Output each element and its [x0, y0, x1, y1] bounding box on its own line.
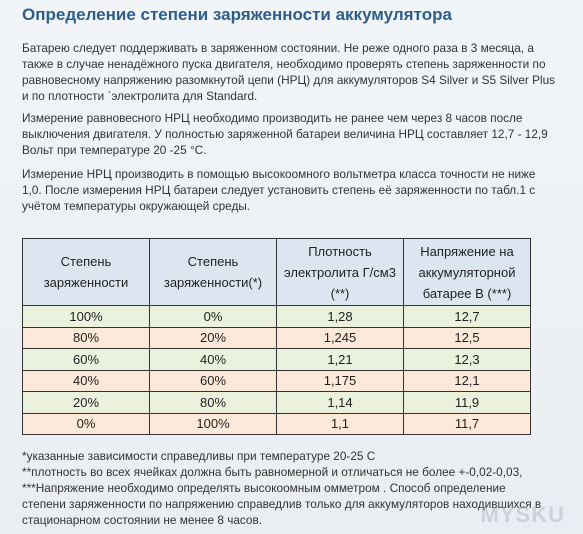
table-cell: 1,245 [276, 326, 404, 349]
table-cell: 60% [22, 348, 150, 371]
header-line: аккумуляторной [418, 264, 516, 280]
text-line: Батарею следует поддерживать в заряженно… [22, 41, 534, 55]
text-line: и по плотности `электролита для Standard… [22, 89, 258, 103]
table-row: 60% 40% 1,21 12,3 [22, 348, 531, 371]
footnote-line: **плотность во всех ячейках должна быть … [22, 465, 523, 479]
table-cell: 100% [149, 412, 277, 435]
text-line: учётом температуры окружающей среды. [22, 199, 251, 213]
watermark: MYSKU [480, 502, 565, 527]
table-cell: 11,9 [403, 391, 531, 414]
header-line: Напряжение на [420, 243, 514, 259]
table-cell: 0% [22, 412, 150, 435]
text-line: Измерение равновесного НРЦ необходимо пр… [22, 111, 523, 125]
table-row: 0% 100% 1,1 11,7 [22, 412, 531, 435]
header-row: Степень заряженности Степень заряженности(*… [22, 238, 531, 306]
footnote-line: *указанные зависимости справедливы при т… [22, 449, 376, 463]
table-row: 20% 80% 1,14 11,9 [22, 391, 531, 414]
table-cell: 80% [22, 326, 150, 349]
table-cell: 20% [22, 391, 150, 414]
text-line: Вольт при температуре 20 -25 °С. [22, 143, 207, 157]
header-line: (**) [330, 285, 350, 301]
header-cell: Степень заряженности(*) [149, 238, 277, 306]
text-line: выключения двигателя. У полностью заряже… [22, 127, 548, 141]
text-line: 1,0. После измерения НРЦ батареи следует… [22, 183, 536, 197]
table-cell: 12,5 [403, 326, 531, 349]
table-cell: 1,1 [276, 412, 404, 435]
table-cell: 60% [149, 369, 277, 392]
header-cell: Степень заряженности [22, 238, 150, 306]
table-row: 40% 60% 1,175 12,1 [22, 369, 531, 392]
table-cell: 12,1 [403, 369, 531, 392]
table-cell: 1,28 [276, 305, 404, 328]
table-cell: 40% [149, 348, 277, 371]
header-line: батарее В (***) [422, 285, 512, 301]
text-line: Измерение НРЦ производить в помощью высо… [22, 167, 536, 181]
table-cell: 12,3 [403, 348, 531, 371]
paragraph: Батарею следует поддерживать в заряженно… [22, 40, 555, 104]
header-cell: Плотность электролита Г/см3 (**) [276, 238, 404, 306]
table-cell: 11,7 [403, 412, 531, 435]
header-line: Степень [60, 254, 112, 269]
header-cell: Напряжение на аккумуляторной батарее В (**… [403, 238, 531, 306]
table-cell: 1,14 [276, 391, 404, 414]
table-cell: 1,21 [276, 348, 404, 371]
table-cell: 1,175 [276, 369, 404, 392]
header-line: Степень [187, 254, 239, 269]
table-cell: 100% [22, 305, 150, 328]
table-cell: 40% [22, 369, 150, 392]
footnote-line: ***Напряжение необходимо определять высо… [22, 481, 506, 495]
title: Определение степени заряженности аккумул… [22, 5, 452, 24]
footnote-line: стационарном состоянии не менее 8 часов. [22, 513, 263, 527]
text-line: равновесному напряжению разомкнутой цепи… [22, 73, 556, 87]
table-cell: 80% [149, 391, 277, 414]
text-line: также в случае ненадёжного пуска двигате… [22, 57, 546, 71]
header-line: заряженности(*) [163, 275, 263, 290]
header-line: электролита Г/см3 [284, 264, 396, 280]
table-cell: 12,7 [403, 305, 531, 328]
footnotes: *указанные зависимости справедливы при т… [22, 448, 541, 528]
table-row: 80% 20% 1,245 12,5 [22, 326, 531, 349]
paragraph: Измерение равновесного НРЦ необходимо пр… [22, 110, 548, 158]
table-cell: 20% [149, 326, 277, 349]
data-table: Степень заряженности Степень заряженности(*… [22, 238, 531, 435]
header-line: Плотность [308, 243, 372, 259]
table-row: 100% 0% 1,28 12,7 [22, 305, 531, 328]
paragraph: Измерение НРЦ производить в помощью высо… [22, 166, 536, 214]
table-cell: 0% [149, 305, 277, 328]
footnote-line: степени заряженности по напряжению справ… [22, 497, 542, 511]
header-line: заряженности [43, 275, 129, 290]
